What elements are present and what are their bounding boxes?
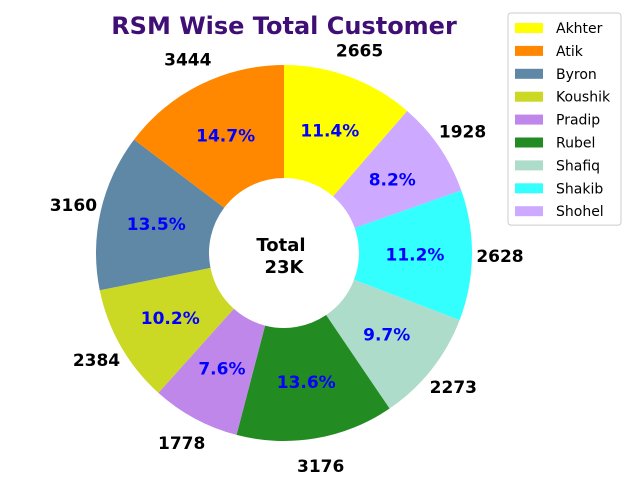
center-label-line-2: 23K — [265, 257, 305, 278]
legend-label-pradip: Pradip — [556, 113, 600, 129]
chart-title: RSM Wise Total Customer — [111, 12, 457, 40]
legend-swatch-pradip — [515, 114, 543, 125]
legend-swatch-akhter — [515, 23, 543, 33]
center-label-group: Total 23K — [256, 235, 305, 278]
value-label-atik: 3444 — [164, 51, 211, 71]
legend-swatch-shafiq — [515, 160, 543, 171]
legend-swatch-atik — [515, 45, 543, 56]
legend-label-shafiq: Shafiq — [556, 158, 600, 174]
value-label-koushik: 2384 — [73, 351, 120, 371]
percent-label-shakib: 11.2% — [385, 246, 444, 266]
value-label-pradip: 1778 — [158, 434, 205, 454]
legend-label-akhter: Akhter — [556, 21, 603, 37]
slice-atik — [134, 64, 284, 208]
legend-swatch-byron — [515, 68, 543, 79]
legend-swatch-rubel — [515, 137, 543, 148]
percent-label-akhter: 11.4% — [300, 121, 359, 141]
slice-shafiq — [326, 279, 460, 409]
percent-label-atik: 14.7% — [196, 127, 255, 147]
legend: Akhter Atik Byron Koushik Pradip Rubel Shafiq S… — [507, 12, 622, 226]
value-label-byron: 3160 — [50, 196, 97, 216]
slice-byron — [95, 139, 225, 291]
legend-label-koushik: Koushik — [556, 90, 611, 106]
legend-label-rubel: Rubel — [556, 136, 595, 152]
slice-shakib — [354, 190, 472, 321]
legend-swatch-shohel — [515, 206, 543, 217]
slice-koushik — [99, 267, 234, 393]
slice-rubel — [236, 315, 390, 441]
value-label-rubel: 3176 — [297, 457, 344, 477]
slice-shohel — [333, 110, 462, 229]
legend-label-shohel: Shohel — [556, 204, 604, 220]
slice-akhter — [284, 65, 408, 197]
legend-box — [507, 12, 622, 226]
percent-label-rubel: 13.6% — [277, 373, 336, 393]
legend-label-atik: Atik — [556, 44, 584, 60]
legend-swatch-shakib — [515, 183, 543, 194]
value-label-shakib: 2628 — [476, 247, 523, 267]
percent-label-byron: 13.5% — [127, 215, 186, 235]
value-label-akhter: 2665 — [336, 42, 383, 62]
value-label-shohel: 1928 — [439, 122, 486, 142]
center-label-line-1: Total — [256, 235, 305, 256]
legend-label-shakib: Shakib — [556, 181, 603, 197]
value-label-shafiq: 2273 — [430, 378, 477, 398]
percent-label-shohel: 8.2% — [369, 170, 416, 190]
percent-label-koushik: 10.2% — [141, 309, 200, 329]
labels-group: 11.4% 2665 8.2% 1928 11.2% 2628 9.7% 2273 13.6% 3… — [50, 42, 524, 477]
slice-pradip — [158, 308, 266, 435]
legend-label-byron: Byron — [556, 67, 597, 83]
legend-swatch-koushik — [515, 91, 543, 102]
percent-label-shafiq: 9.7% — [363, 325, 410, 345]
slices-group — [95, 64, 472, 441]
percent-label-pradip: 7.6% — [198, 359, 245, 379]
